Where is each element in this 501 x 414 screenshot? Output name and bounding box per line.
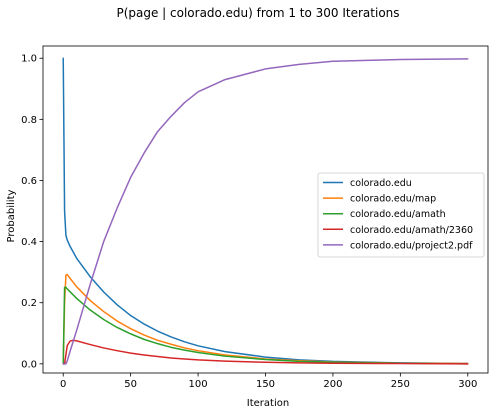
x-tick-label-5: 250 <box>391 379 410 390</box>
axis-ticks: 0 50 100 150 200 250 300 0.0 0.2 0.4 0.6 0.8 1.0 <box>21 54 477 390</box>
series-line-0 <box>62 57 469 365</box>
y-tick-label-4: 0.8 <box>21 115 37 126</box>
y-tick-label-1: 0.2 <box>21 298 37 309</box>
y-axis-label: Probability <box>6 189 17 242</box>
x-axis-label: Iteration <box>247 398 289 409</box>
y-tick-label-3: 0.6 <box>21 176 37 187</box>
series-line-3 <box>62 339 469 365</box>
legend: colorado.edu colorado.edu/map colorado.edu… <box>317 172 485 258</box>
x-tick-label-4: 200 <box>323 379 342 390</box>
legend-label-3: colorado.edu/amath/2360 <box>350 225 473 236</box>
legend-box <box>317 172 485 258</box>
series-line-2 <box>62 286 469 365</box>
plot-area <box>62 57 469 365</box>
y-tick-label-5: 1.0 <box>21 54 37 65</box>
x-tick-label-2: 100 <box>189 379 208 390</box>
x-tick-label-1: 50 <box>124 379 137 390</box>
x-tick-label-6: 300 <box>458 379 477 390</box>
legend-label-0: colorado.edu <box>350 178 412 189</box>
legend-label-2: colorado.edu/amath <box>350 209 446 220</box>
legend-label-4: colorado.edu/project2.pdf <box>350 240 473 251</box>
x-tick-label-3: 150 <box>256 379 275 390</box>
y-tick-label-2: 0.4 <box>21 237 37 248</box>
x-tick-label-0: 0 <box>60 379 66 390</box>
series-line-4 <box>62 58 469 365</box>
legend-label-1: colorado.edu/map <box>350 194 436 205</box>
chart-title: P(page | colorado.edu) from 1 to 300 Ite… <box>116 6 399 20</box>
y-tick-label-0: 0.0 <box>21 359 37 370</box>
